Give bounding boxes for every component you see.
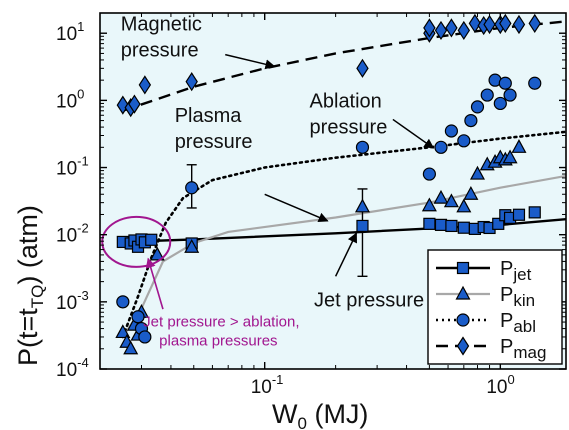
point-abl (422, 167, 436, 181)
y-axis-title: P(t=tTQ) (atm) (13, 205, 47, 366)
point-mag (457, 20, 471, 41)
plot-frame (99, 12, 567, 370)
fit-line-abl (121, 130, 566, 339)
point-kin (354, 198, 370, 213)
point-jet (145, 233, 158, 246)
highlight-ellipse (101, 215, 172, 268)
legend-label-mag: Pmag (500, 336, 546, 362)
annotation-magnetic: Magnetic pressure (121, 13, 202, 61)
point-mag (483, 14, 496, 35)
y-tick-label: 10-2 (56, 221, 89, 247)
point-mag (423, 18, 436, 38)
annotation-arrow-ablation (392, 118, 435, 149)
annotation-arrow-magnetic (225, 53, 276, 70)
y-tick-label: 100 (56, 86, 84, 112)
point-jet (423, 217, 436, 230)
point-kin (469, 165, 485, 180)
highlight-text: Jet pressure > ablation, plasma pressures (143, 313, 299, 349)
point-jet (356, 219, 369, 233)
data-markers (115, 13, 542, 355)
annotation-arrow-plasma (264, 193, 329, 223)
point-kin (463, 185, 479, 200)
point-kin (149, 246, 165, 261)
point-mag (528, 13, 541, 34)
point-abl (434, 140, 448, 154)
x-axis-title: W0 (MJ) (272, 399, 368, 430)
point-abl (138, 330, 152, 344)
point-mag (356, 58, 369, 78)
point-jet (492, 217, 505, 230)
point-kin (433, 189, 449, 204)
annotation-arrow-jet (334, 232, 358, 277)
legend-marker-abl (456, 313, 470, 327)
point-kin (511, 139, 527, 153)
point-jet (445, 219, 458, 233)
point-abl (528, 76, 542, 90)
x-tick-label: 100 (486, 372, 514, 398)
point-abl (444, 124, 459, 138)
point-abl (480, 88, 494, 102)
point-mag (445, 18, 458, 38)
point-jet (528, 206, 541, 219)
legend-marker-kin (455, 285, 471, 300)
legend-label-kin: Pkin (500, 284, 535, 310)
point-abl (498, 76, 512, 90)
annotation-plasma: Plasma pressure (175, 105, 253, 153)
fit-line-kin (121, 174, 566, 338)
legend-label-abl: Pabl (500, 310, 536, 336)
point-jet (457, 221, 470, 234)
axis-ticks: 10-4 10-3 10-2 10-1 100 101 10-1 100 (56, 13, 566, 398)
point-kin (123, 340, 139, 355)
point-abl (355, 140, 370, 154)
point-mag (468, 13, 482, 34)
x-tick-label: 10-1 (251, 372, 284, 398)
point-abl (464, 113, 478, 128)
point-jet (512, 208, 526, 221)
point-abl (470, 100, 485, 114)
point-mag (434, 20, 448, 41)
point-abl (457, 134, 471, 148)
point-abl (116, 295, 130, 309)
point-kin (421, 197, 437, 212)
point-abl (131, 310, 145, 324)
point-mag (185, 72, 198, 92)
annotations: Magnetic pressure Plasma pressure Ablation pr… (121, 13, 435, 312)
y-tick-label: 10-4 (56, 355, 89, 381)
point-mag (128, 94, 141, 114)
point-kin (443, 193, 459, 208)
axis-titles: W0 (MJ) P(t=tTQ) (atm) (13, 205, 368, 430)
y-tick-label: 10-1 (56, 154, 89, 180)
point-kin (184, 238, 200, 253)
point-mag (512, 14, 526, 35)
legend-marker-jet (456, 261, 470, 275)
point-kin (502, 149, 518, 164)
point-kin (115, 324, 131, 339)
point-mag (138, 75, 152, 95)
highlight-annotation: Jet pressure > ablation, plasma pressures (101, 215, 300, 349)
annotation-ablation: Ablation pressure (310, 91, 388, 139)
legend-marker-mag (456, 336, 470, 356)
annotation-jet: Jet pressure (314, 290, 424, 312)
point-abl (493, 96, 507, 111)
legend-label-jet: Pjet (500, 258, 532, 284)
point-kin (456, 198, 472, 213)
y-tick-label: 101 (56, 19, 84, 45)
point-jet (434, 218, 448, 231)
point-abl (185, 181, 199, 195)
point-mag (499, 13, 512, 34)
point-mag (116, 95, 130, 115)
highlight-arrow (145, 257, 164, 310)
y-tick-label: 10-3 (56, 288, 89, 314)
point-abl (503, 88, 517, 102)
